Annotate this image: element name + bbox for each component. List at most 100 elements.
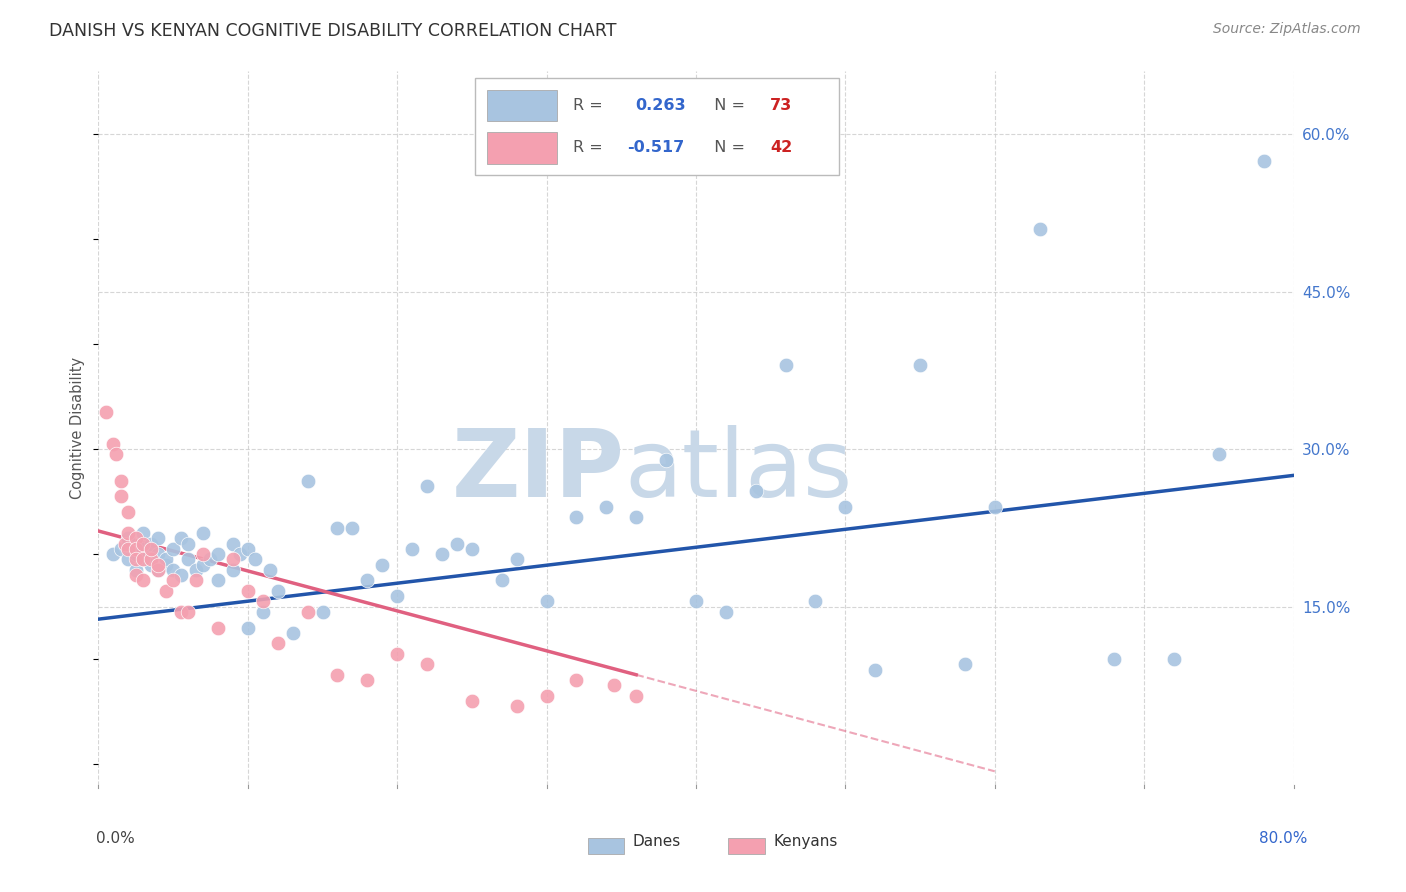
Point [259,563,281,577]
Point [506,699,529,714]
Point [491,574,513,588]
Point [117,536,139,550]
Point [132,552,155,566]
Point [603,678,626,692]
Point [125,547,148,561]
Point [139,541,162,556]
Point [461,694,484,708]
Point [169,605,191,619]
Point [685,594,707,608]
Point [207,547,229,561]
Point [1028,221,1050,235]
Point [155,583,177,598]
Point [169,568,191,582]
Point [207,574,229,588]
Point [155,558,177,572]
Point [834,500,856,514]
Point [103,437,125,451]
Point [267,583,290,598]
Point [184,574,207,588]
Point [125,541,148,556]
Point [385,589,409,603]
Point [132,552,155,566]
Point [401,541,423,556]
Point [908,358,931,372]
Point [94,405,117,419]
Point [252,605,274,619]
Text: 73: 73 [770,98,793,113]
Text: Source: ZipAtlas.com: Source: ZipAtlas.com [1213,22,1361,37]
Point [191,547,214,561]
Point [103,547,125,561]
Point [105,447,128,461]
Point [430,547,453,561]
Point [200,552,222,566]
Point [117,505,139,519]
Point [110,541,132,556]
Point [222,552,245,566]
Point [132,526,155,541]
Point [125,568,148,582]
Point [565,510,588,524]
Point [222,536,245,550]
Point [110,474,132,488]
Point [117,541,139,556]
Point [139,552,162,566]
Point [169,532,191,546]
Point [125,552,148,566]
Point [655,452,678,467]
Point [148,532,170,546]
Point [117,526,139,541]
Text: R =: R = [572,98,613,113]
Point [1208,447,1230,461]
Point [162,574,184,588]
Point [626,510,648,524]
Point [1104,652,1126,666]
FancyBboxPatch shape [475,78,839,175]
Point [865,663,887,677]
Point [297,605,319,619]
Point [326,521,349,535]
Point [114,536,136,550]
Point [236,583,259,598]
Text: 42: 42 [770,140,793,155]
Point [775,358,797,372]
Point [177,536,200,550]
Y-axis label: Cognitive Disability: Cognitive Disability [70,357,86,500]
Point [191,558,214,572]
Point [139,558,162,572]
Point [191,526,214,541]
Point [125,563,148,577]
Point [342,521,364,535]
Point [984,500,1007,514]
Point [326,667,349,681]
Point [184,563,207,577]
Point [536,689,558,703]
Point [207,621,229,635]
Point [804,594,827,608]
Point [148,563,170,577]
Point [162,563,184,577]
Point [229,547,252,561]
Point [297,474,319,488]
Text: 0.263: 0.263 [636,98,686,113]
Point [236,541,259,556]
Point [626,689,648,703]
Text: Danes: Danes [633,834,681,849]
Point [139,536,162,550]
Text: ZIP: ZIP [451,425,624,517]
Point [132,541,155,556]
Text: Kenyans: Kenyans [773,834,838,849]
Point [461,541,484,556]
Point [177,605,200,619]
Point [110,489,132,503]
Point [536,594,558,608]
Point [1163,652,1185,666]
Point [245,552,267,566]
Point [236,621,259,635]
Point [356,574,378,588]
Point [267,636,290,650]
Text: N =: N = [704,98,751,113]
Text: atlas: atlas [624,425,852,517]
Point [446,536,468,550]
